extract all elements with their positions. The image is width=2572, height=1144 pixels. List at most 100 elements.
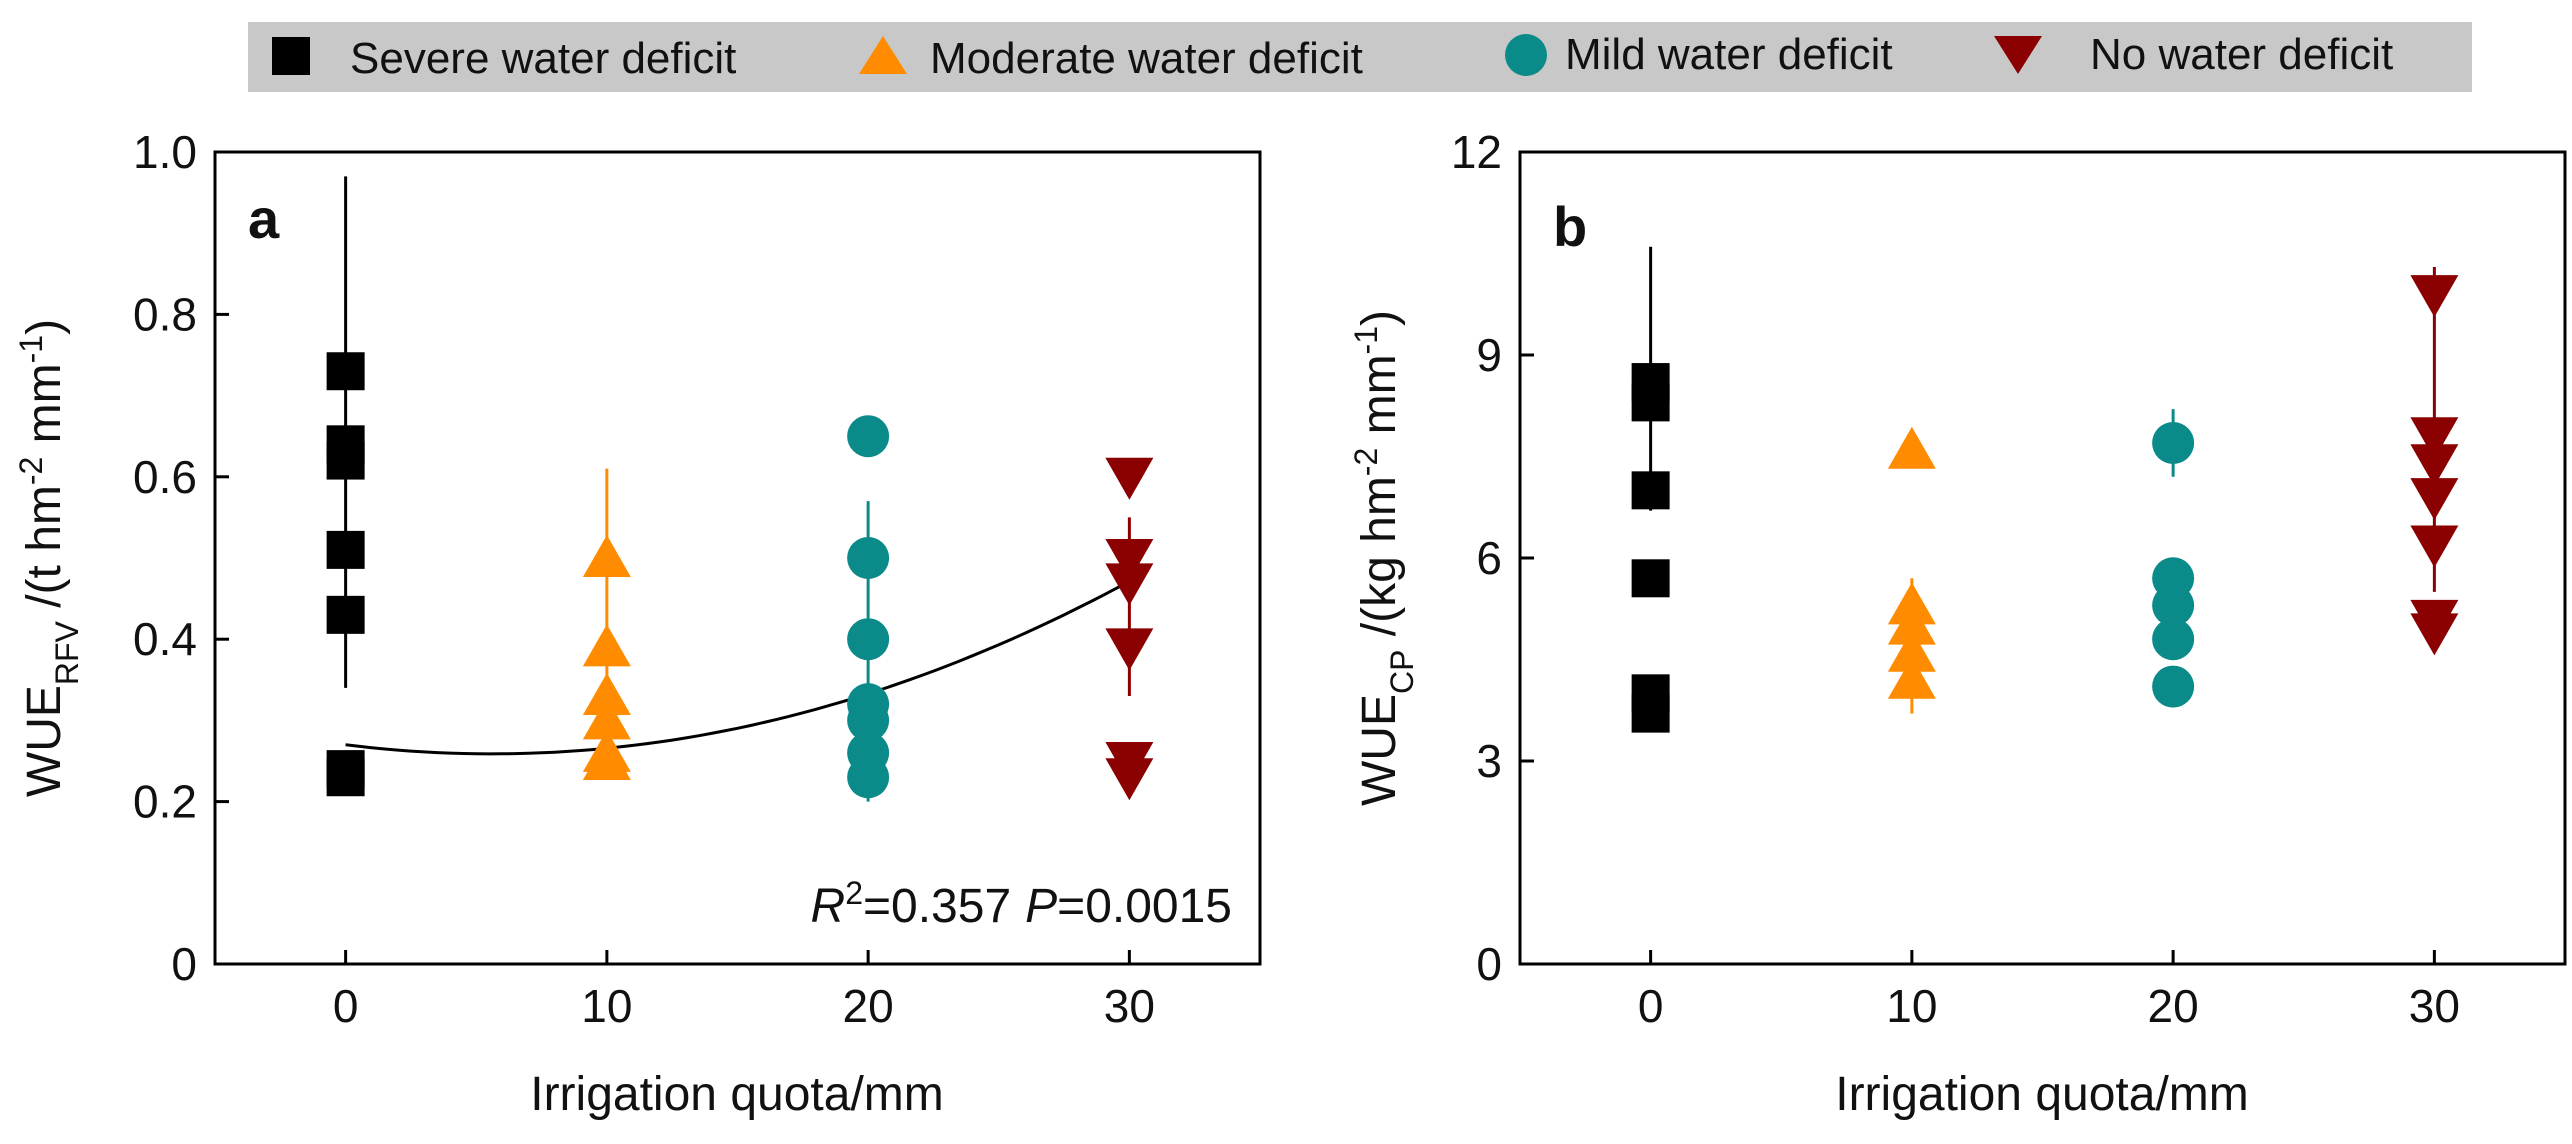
markers [1631,275,2459,733]
triangle-up-marker [582,738,631,780]
circle-marker [847,618,890,661]
x-tick-label: 10 [1886,980,1937,1032]
y-title-sup-2: -1 [13,335,49,363]
error-bars [1649,246,2436,714]
panel-b: 0 3 6 9 12 0 10 20 30 b Irrigation quota/mm WUEC… [1348,126,2567,1121]
y-tick-label: 9 [1476,329,1502,381]
legend-background [248,22,2472,92]
triangle-up-marker [1887,426,1936,469]
legend-label-moderate: Moderate water deficit [930,34,1363,83]
plot-frame [213,150,1262,966]
legend-item-none: No water deficit [1994,30,2393,79]
y-title-main: WUE [1353,694,1406,806]
panel-label: b [1553,195,1587,258]
x-tick-label: 0 [333,980,359,1032]
r-label: R [811,880,846,933]
y-tick-label: 1.0 [133,126,197,178]
markers [326,352,1154,801]
x-tick-label: 20 [2148,980,2199,1032]
fit-curve-group [345,579,1131,756]
triangle-down-marker [2410,444,2459,487]
y-tick-label: 12 [1451,126,1502,178]
y-tick-label: 6 [1476,532,1502,584]
legend-triangle-down-marker [1994,36,2042,74]
y-title-sup-1: -2 [13,457,49,485]
r-value: =0.357 [863,880,1011,933]
legend-item-moderate: Moderate water deficit [859,34,1363,83]
legend-label-severe: Severe water deficit [350,34,736,83]
triangle-up-marker [582,697,631,740]
y-title-unit: /(t hm [18,485,71,621]
y-title-unit-2: mm [18,363,71,456]
y-axis-title: WUECP /(kg hm-2 mm-1) [1348,310,1420,806]
square-marker [326,441,365,480]
x-tick-label: 20 [843,980,894,1032]
ticks: 0 3 6 9 12 0 10 20 30 [1451,126,2460,1032]
y-title-sup-2: -1 [1348,326,1384,354]
triangle-up-marker [582,673,631,716]
fit-curve [345,579,1131,756]
square-marker [326,530,365,569]
circle-marker [847,415,890,458]
triangle-down-marker [2410,525,2459,568]
y-tick-label: 0.6 [133,451,197,503]
x-tick-label: 30 [1104,980,1155,1032]
panel-label: a [248,187,280,250]
triangle-down-marker [1105,563,1154,606]
x-tick-label: 30 [2409,980,2460,1032]
square-marker [326,595,365,634]
y-title-unit: /(kg hm [1353,476,1406,649]
square-marker [1631,694,1670,733]
triangle-down-marker [1105,539,1154,581]
y-tick-label: 0.4 [133,613,197,665]
y-title-subscript: RFV [49,620,85,685]
x-axis-title: Irrigation quota/mm [1835,1068,2249,1121]
triangle-down-marker [2410,478,2459,521]
triangle-up-marker [582,624,631,667]
p-label: P [1025,880,1057,933]
square-marker [326,758,365,797]
legend-item-mild: Mild water deficit [1505,30,1893,79]
r-superscript: 2 [845,875,863,911]
legend-label-none: No water deficit [2090,30,2393,79]
x-axis-title: Irrigation quota/mm [530,1068,944,1121]
circle-marker [2152,584,2195,627]
circle-marker [847,699,890,742]
triangle-down-marker [1105,758,1154,801]
triangle-up-marker [582,535,631,577]
legend-circle-marker [1505,34,1547,76]
panel-a: 0 0.2 0.4 0.6 0.8 1.0 0 10 20 30 a R2=0.357 P=0.00… [13,126,1262,1121]
circle-marker [2152,618,2195,661]
y-tick-label: 0 [1476,938,1502,990]
y-title-sup-1: -2 [1348,448,1384,476]
x-tick-label: 0 [1638,980,1664,1032]
y-tick-label: 3 [1476,735,1502,787]
square-marker [326,352,365,391]
square-marker [1631,383,1670,422]
error-bars [344,176,1131,802]
legend-item-severe: Severe water deficit [272,34,736,83]
triangle-down-marker [1105,457,1154,500]
y-axis-title: WUERFV /(t hm-2 mm-1) [13,319,85,797]
p-value: =0.0015 [1057,880,1232,933]
circle-marker [847,756,890,799]
square-marker [1631,559,1670,598]
y-tick-label: 0 [171,938,197,990]
triangle-up-marker [1887,602,1936,645]
plot-frame [1518,150,2567,966]
circle-marker [2152,421,2195,464]
circle-marker [2152,665,2195,708]
circle-marker [847,537,890,579]
ticks: 0 0.2 0.4 0.6 0.8 1.0 0 10 20 30 [133,126,1155,1032]
y-title-subscript: CP [1384,650,1420,694]
triangle-down-marker [2410,275,2459,318]
x-tick-label: 10 [581,980,632,1032]
square-marker [1631,471,1670,510]
legend-triangle-up-marker [859,36,907,74]
triangle-down-marker [2410,613,2459,656]
y-title-end: ) [18,319,71,335]
legend-square-marker [272,37,310,75]
legend: Severe water deficit Moderate water defi… [248,22,2472,92]
y-title-main: WUE [18,685,71,797]
